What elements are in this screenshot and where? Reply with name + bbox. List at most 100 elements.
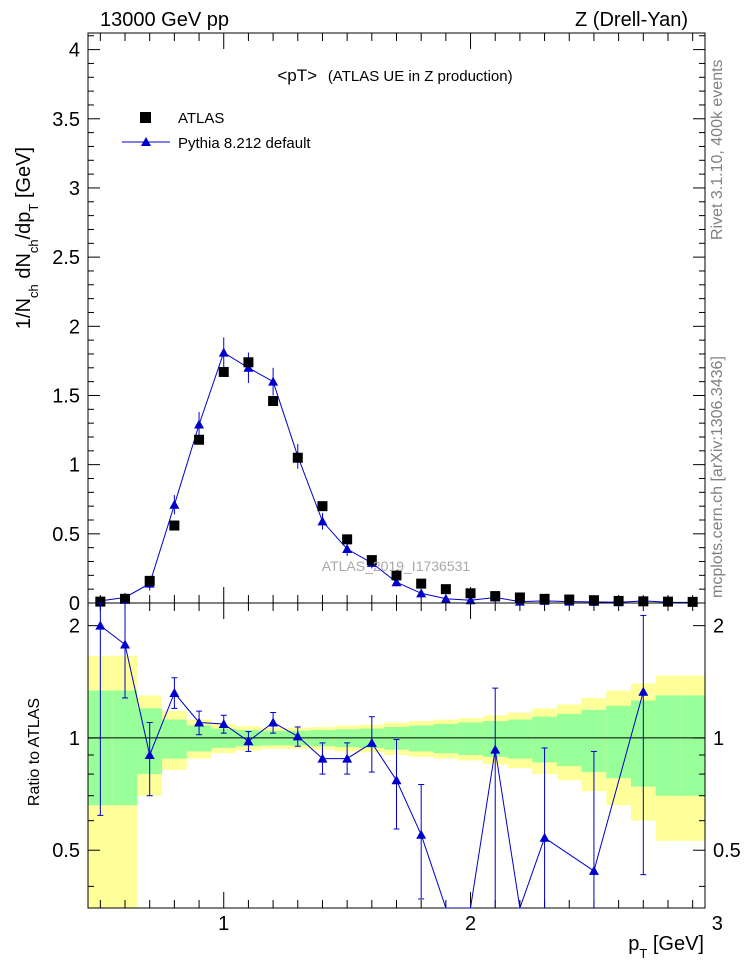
data-point <box>613 595 624 606</box>
mc-point <box>169 499 180 509</box>
data-point <box>342 534 353 545</box>
uncertainty-band-inner <box>112 690 138 806</box>
data-point <box>169 520 180 531</box>
data-point <box>95 596 106 607</box>
uncertainty-band-inner <box>507 719 533 759</box>
uncertainty-band-inner <box>162 719 187 759</box>
main-y-tick-label: 0.5 <box>52 524 80 546</box>
data-point <box>317 501 328 512</box>
data-point <box>268 396 279 407</box>
mc-point <box>243 362 254 372</box>
uncertainty-band-inner <box>458 722 483 755</box>
main-y-tick-label: 1.5 <box>52 385 80 407</box>
main-panel: 0 0.5 1 1.5 2 2.5 3 3.5 4 <pT> (ATLAS UE in Z pr… <box>13 32 706 615</box>
data-point <box>292 452 303 463</box>
data-point <box>440 584 451 595</box>
data-point <box>638 596 649 607</box>
x-tick-label: 1 <box>218 913 229 935</box>
ratio-y-axis-title: Ratio to ATLAS <box>26 698 43 806</box>
main-y-axis-title: 1/Nch dNch/dpT [GeV] <box>13 147 41 329</box>
data-point <box>366 555 377 566</box>
ratio-point <box>638 686 649 696</box>
main-plot-area: 0 0.5 1 1.5 2 2.5 3 3.5 4 <box>52 32 706 615</box>
ratio-y-tick-label-right: 1 <box>713 728 724 750</box>
main-y-tick-label: 2 <box>69 316 80 338</box>
rivet-events-label: Rivet 3.1.10, 400k events <box>709 59 726 240</box>
ratio-y-tick-label-right: 0.5 <box>713 840 741 862</box>
ratio-point <box>391 775 402 785</box>
ratio-point <box>169 687 180 697</box>
ratio-point <box>243 736 254 746</box>
mc-point <box>440 593 451 603</box>
uncertainty-band-inner <box>606 705 631 779</box>
ratio-plot-area: 0.5 0.5 1 1 2 2 1 2 3 <box>52 602 741 935</box>
ratio-point <box>218 718 229 728</box>
data-point <box>391 570 402 581</box>
legend-mc-label: Pythia 8.212 default <box>178 135 311 152</box>
ratio-point <box>95 620 106 630</box>
main-y-tick-label: 3.5 <box>52 109 80 131</box>
mcplots-reference-label: mcplots.cern.ch [arXiv:1306.3436] <box>709 356 726 598</box>
ratio-y-tick-label: 2 <box>69 616 80 638</box>
process-label: Z (Drell-Yan) <box>575 9 688 31</box>
ratio-point <box>144 749 155 759</box>
mc-point <box>218 347 229 357</box>
ratio-point <box>317 753 328 763</box>
mc-point <box>194 419 205 429</box>
x-axis-title: pT [GeV] <box>628 933 704 961</box>
ratio-point <box>268 717 279 727</box>
data-point <box>588 595 599 606</box>
data-point <box>539 593 550 604</box>
x-tick-label: 3 <box>712 913 723 935</box>
data-point <box>218 366 229 377</box>
ratio-point <box>588 865 599 875</box>
mc-point <box>268 376 279 386</box>
collision-energy-label: 13000 GeV pp <box>100 9 229 31</box>
plot-title-observable: <pT> <box>277 66 317 85</box>
ratio-point <box>342 753 353 763</box>
ratio-y-tick-label: 0.5 <box>52 840 80 862</box>
ratio-point <box>490 744 501 754</box>
uncertainty-band-inner <box>433 723 459 754</box>
data-point <box>465 588 476 599</box>
data-point <box>490 591 501 602</box>
data-point <box>564 594 575 605</box>
uncertainty-band-inner <box>556 713 582 767</box>
ratio-point <box>539 832 550 842</box>
uncertainty-band-inner <box>408 725 434 752</box>
data-point <box>514 592 525 603</box>
data-point <box>194 434 205 445</box>
data-point <box>687 596 698 607</box>
data-point <box>662 596 673 607</box>
main-y-tick-label: 2.5 <box>52 247 80 269</box>
ratio-y-tick-label: 1 <box>69 728 80 750</box>
ratio-y-tick-label-right: 2 <box>713 616 724 638</box>
data-point <box>243 357 254 368</box>
ratio-point <box>194 717 205 727</box>
data-point <box>120 593 131 604</box>
uncertainty-band-inner <box>655 695 681 796</box>
ratio-point <box>120 639 131 649</box>
plot-subtitle: (ATLAS UE in Z production) <box>328 68 513 85</box>
ratio-point <box>292 731 303 741</box>
mc-point <box>317 516 328 526</box>
data-point <box>144 575 155 586</box>
mc-point <box>391 577 402 587</box>
legend-mc-marker <box>141 137 151 146</box>
main-y-tick-label: 0 <box>69 593 80 615</box>
data-point <box>416 578 427 589</box>
main-y-tick-label: 4 <box>69 40 80 62</box>
legend-data-label: ATLAS <box>178 110 224 127</box>
x-tick-label: 2 <box>465 913 476 935</box>
mc-point <box>416 588 427 598</box>
uncertainty-band-inner <box>680 695 705 796</box>
legend: ATLAS Pythia 8.212 default <box>122 110 311 152</box>
main-y-tick-label: 3 <box>69 178 80 200</box>
mc-point <box>465 595 476 605</box>
ratio-point <box>416 829 427 839</box>
watermark: ATLAS_2019_I1736531 <box>322 558 471 574</box>
plot-title: <pT> (ATLAS UE in Z production) <box>277 66 512 85</box>
mc-point <box>342 544 353 554</box>
legend-data-marker <box>140 112 151 123</box>
